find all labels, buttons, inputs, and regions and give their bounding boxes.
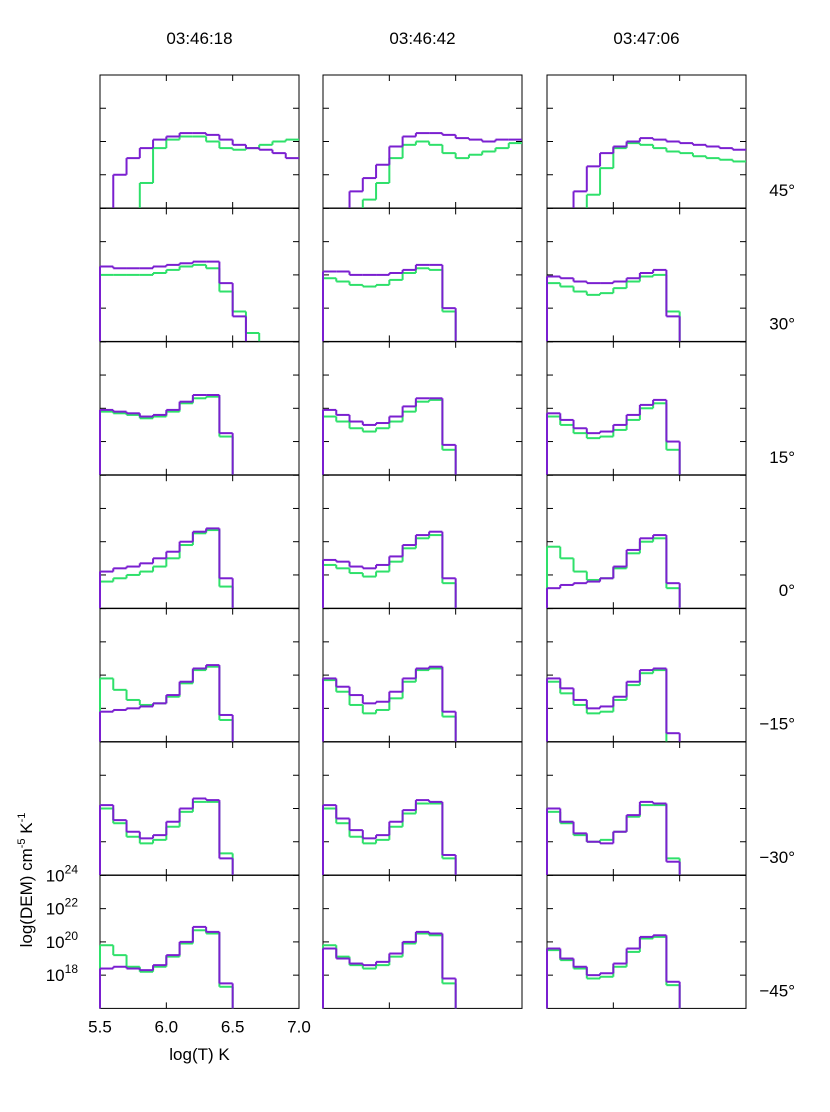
- panel-frame: [322, 874, 523, 1009]
- y-tick-exponent: 20: [65, 929, 79, 943]
- x-tick-label: 5.5: [88, 1017, 112, 1036]
- panel-frame: [99, 74, 300, 209]
- panel-frame: [322, 474, 523, 609]
- y-tick-label: 1018: [46, 962, 79, 985]
- panel-frame: [546, 741, 747, 876]
- panel-frame: [99, 341, 300, 476]
- panel: [322, 341, 523, 476]
- x-tick-label: 6.0: [155, 1017, 179, 1036]
- panel-frame: [546, 74, 747, 209]
- panel: [99, 741, 300, 876]
- row-label: 15°: [769, 448, 795, 467]
- panel: [546, 74, 747, 209]
- panel: [99, 74, 300, 209]
- panel: [546, 207, 747, 342]
- y-axis-label-part: log(DEM) cm: [17, 848, 36, 947]
- row-label: −30°: [759, 848, 795, 867]
- x-tick-label: 7.0: [287, 1017, 311, 1036]
- y-axis-label: log(DEM) cm-5 K-1: [16, 813, 36, 948]
- panel-frame: [99, 474, 300, 609]
- panel-frame: [99, 741, 300, 876]
- panel: [99, 341, 300, 476]
- panel-frame: [99, 874, 300, 1009]
- x-axis-label: log(T) K: [169, 1045, 230, 1064]
- x-tick-label: 6.5: [221, 1017, 245, 1036]
- panel-frame: [546, 874, 747, 1009]
- y-tick-exponent: 22: [65, 896, 79, 910]
- y-tick-base: 10: [46, 966, 65, 985]
- y-tick-base: 10: [46, 866, 65, 885]
- panel: [322, 474, 523, 609]
- row-label: −45°: [759, 981, 795, 1000]
- panel: [322, 608, 523, 743]
- y-tick-base: 10: [46, 900, 65, 919]
- panel: [99, 608, 300, 743]
- panel: [546, 741, 747, 876]
- panel: [322, 874, 523, 1009]
- panel-frame: [322, 608, 523, 743]
- panel: [99, 474, 300, 609]
- y-axis-label-part: K: [17, 822, 36, 839]
- panel: [546, 874, 747, 1009]
- y-tick-base: 10: [46, 933, 65, 952]
- panel-frame: [99, 608, 300, 743]
- y-axis-label-exponent: -1: [16, 813, 28, 823]
- row-label: 30°: [769, 314, 795, 333]
- panel-frame: [322, 341, 523, 476]
- panel: [322, 74, 523, 209]
- panel: [546, 474, 747, 609]
- row-label: −15°: [759, 715, 795, 734]
- y-tick-label: 1024: [46, 862, 79, 885]
- panel: [322, 741, 523, 876]
- panel: [322, 207, 523, 342]
- y-axis-label-exponent: -5: [16, 838, 28, 848]
- row-label: 0°: [779, 581, 795, 600]
- panel-frame: [322, 741, 523, 876]
- panel: [546, 341, 747, 476]
- column-title: 03:47:06: [613, 29, 679, 48]
- panel: [99, 207, 300, 342]
- y-tick-exponent: 18: [65, 962, 79, 976]
- panel-frame: [546, 608, 747, 743]
- column-title: 03:46:18: [166, 29, 232, 48]
- panel-frame: [546, 207, 747, 342]
- y-tick-exponent: 24: [65, 862, 79, 876]
- column-title: 03:46:42: [389, 29, 455, 48]
- row-label: 45°: [769, 181, 795, 200]
- y-tick-label: 1020: [46, 929, 79, 952]
- y-tick-label: 1022: [46, 896, 79, 919]
- panel: [546, 608, 747, 743]
